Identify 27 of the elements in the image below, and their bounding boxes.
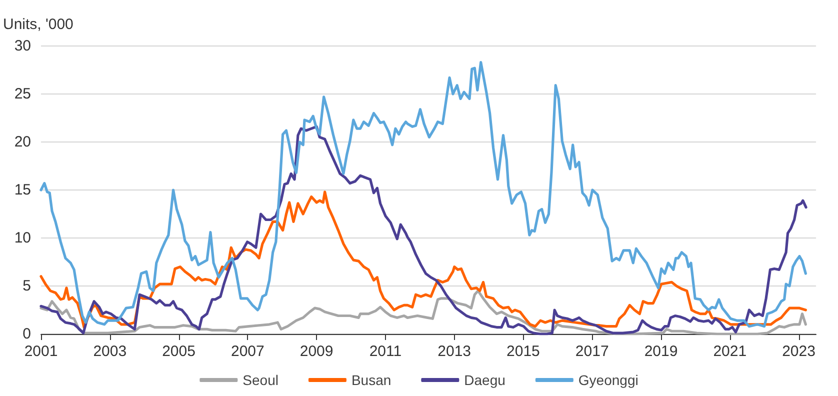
x-tick-label: 2013 (438, 343, 472, 360)
x-tick-label: 2005 (162, 343, 196, 360)
y-tick-label: 25 (14, 86, 31, 102)
line-series (40, 125, 808, 336)
x-tick-label: 2001 (24, 343, 58, 360)
x-tick-label: 2003 (93, 343, 127, 360)
x-tick-label: 2017 (575, 343, 609, 360)
y-tick-label: 30 (14, 38, 31, 54)
y-tick-label: 5 (22, 278, 31, 294)
y-tick-label: 20 (14, 134, 31, 150)
legend-label: Busan (351, 372, 392, 388)
x-tick-label: 2011 (369, 343, 402, 360)
x-tick-label: 2007 (230, 343, 264, 360)
legend-label: Seoul (242, 372, 278, 388)
x-tick-label: 2023 (782, 343, 816, 360)
y-tick-label: 0 (22, 326, 31, 342)
x-tick-label: 2009 (300, 343, 334, 360)
legend-label: Gyeonggi (578, 372, 638, 388)
y-tick-label: 15 (14, 182, 31, 198)
line-series (40, 61, 807, 328)
y-axis-title: Units, '000 (3, 16, 74, 33)
y-tick-label: 10 (14, 230, 31, 246)
line-series (40, 290, 807, 336)
legend-label: Daegu (464, 372, 506, 388)
x-tick-label: 2021 (713, 343, 747, 360)
x-tick-label: 2019 (644, 343, 678, 360)
x-tick-label: 2015 (506, 343, 540, 360)
